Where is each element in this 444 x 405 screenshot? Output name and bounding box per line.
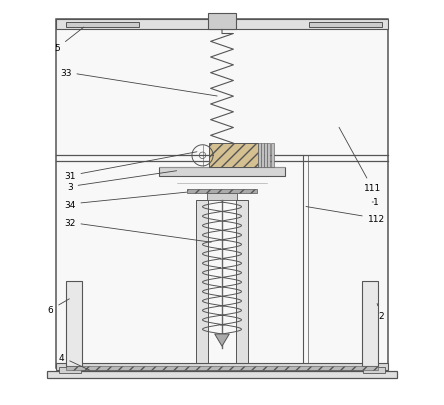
Bar (267, 144, 270, 168)
Text: 32: 32 (64, 218, 211, 243)
Bar (206, 194, 238, 200)
Bar (56, 20, 388, 30)
Polygon shape (167, 176, 277, 190)
Bar (209, 144, 258, 168)
Text: 2: 2 (377, 304, 384, 320)
Text: 33: 33 (60, 68, 217, 97)
Bar (56, 363, 388, 371)
Polygon shape (215, 334, 229, 346)
Bar (271, 144, 274, 168)
Text: 3: 3 (67, 171, 177, 192)
Text: 4: 4 (59, 353, 90, 370)
Bar (196, 200, 208, 367)
Bar (264, 144, 267, 168)
Bar (56, 20, 388, 369)
Text: 5: 5 (55, 28, 84, 53)
Text: 34: 34 (64, 193, 187, 209)
Bar (362, 281, 378, 367)
Bar (261, 144, 264, 168)
Bar (208, 14, 236, 30)
Bar (258, 144, 261, 168)
Bar (186, 190, 258, 194)
Bar (363, 367, 385, 373)
Text: 1: 1 (372, 198, 379, 207)
Bar (309, 23, 382, 28)
Bar (159, 167, 285, 176)
Text: 112: 112 (306, 207, 385, 223)
Text: 31: 31 (64, 152, 197, 181)
Bar (66, 281, 82, 367)
Bar (66, 366, 378, 370)
Bar (59, 367, 81, 373)
Text: 6: 6 (48, 299, 69, 314)
Bar (236, 200, 248, 367)
Bar (48, 371, 396, 378)
Bar (66, 23, 139, 28)
Text: 111: 111 (339, 128, 381, 193)
